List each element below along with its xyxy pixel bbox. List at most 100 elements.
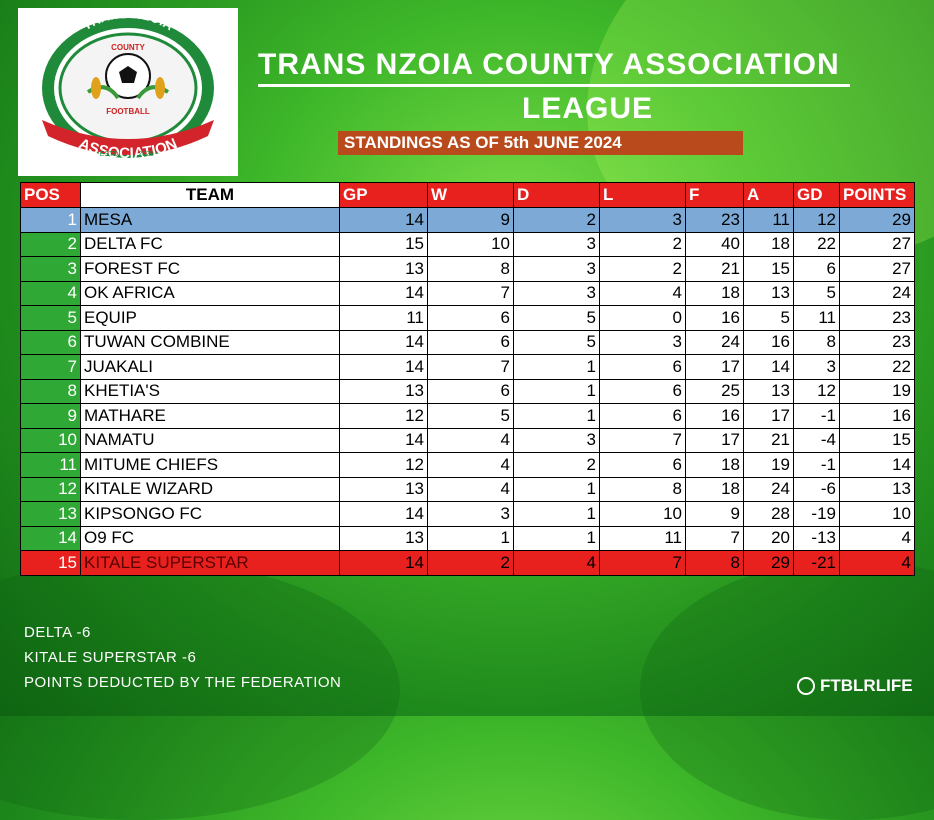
stat-cell: 8 bbox=[685, 550, 744, 576]
stat-cell: 10 bbox=[599, 501, 686, 527]
stat-cell: 13 bbox=[339, 378, 428, 404]
table-row: 2 DELTA FC 15 10 3 2 40 18 22 27 bbox=[20, 231, 915, 257]
position-cell: 12 bbox=[20, 476, 81, 502]
position-cell: 5 bbox=[20, 305, 81, 331]
stat-cell: -13 bbox=[793, 525, 840, 551]
position-cell: 8 bbox=[20, 378, 81, 404]
table-row: 9 MATHARE 12 5 1 6 16 17 -1 16 bbox=[20, 403, 915, 429]
page-title-line2: LEAGUE bbox=[522, 92, 654, 125]
stat-cell: -21 bbox=[793, 550, 840, 576]
position-cell: 1 bbox=[20, 207, 81, 233]
position-cell: 3 bbox=[20, 256, 81, 282]
stat-cell: 14 bbox=[339, 550, 428, 576]
stat-cell: 5 bbox=[743, 305, 794, 331]
logo-county-text: COUNTY bbox=[111, 43, 145, 52]
table-row: 12 KITALE WIZARD 13 4 1 8 18 24 -6 13 bbox=[20, 476, 915, 502]
logo-estd-text: ESTD. bbox=[100, 151, 121, 158]
stat-cell: 10 bbox=[427, 231, 514, 257]
stat-cell: 12 bbox=[339, 403, 428, 429]
stat-cell: 18 bbox=[685, 476, 744, 502]
stat-cell: 2 bbox=[427, 550, 514, 576]
team-name-cell: KIPSONGO FC bbox=[80, 501, 340, 527]
stat-cell: 13 bbox=[339, 256, 428, 282]
team-name-cell: OK AFRICA bbox=[80, 280, 340, 306]
stat-cell: 20 bbox=[743, 525, 794, 551]
table-header-row: POS TEAM GP W D L F A GD POINTS bbox=[20, 182, 915, 208]
position-cell: 2 bbox=[20, 231, 81, 257]
stat-cell: 6 bbox=[793, 256, 840, 282]
stat-cell: 18 bbox=[743, 231, 794, 257]
stat-cell: 6 bbox=[599, 378, 686, 404]
stat-cell: 3 bbox=[513, 231, 600, 257]
standings-body: 1 MESA 14 9 2 3 23 11 12 29 2 DELTA FC 15 10 3 2 40 18 22 2… bbox=[20, 207, 915, 576]
stat-cell: 4 bbox=[839, 525, 915, 551]
stat-cell: -4 bbox=[793, 427, 840, 453]
team-name-cell: KHETIA'S bbox=[80, 378, 340, 404]
stat-cell: 4 bbox=[599, 280, 686, 306]
stat-cell: 24 bbox=[743, 476, 794, 502]
stat-cell: 16 bbox=[743, 329, 794, 355]
team-name-cell: O9 FC bbox=[80, 525, 340, 551]
team-name-cell: MITUME CHIEFS bbox=[80, 452, 340, 478]
table-row: 10 NAMATU 14 4 3 7 17 21 -4 15 bbox=[20, 427, 915, 453]
stat-cell: -1 bbox=[793, 403, 840, 429]
stat-cell: 1 bbox=[513, 525, 600, 551]
stat-cell: 6 bbox=[427, 378, 514, 404]
stat-cell: 23 bbox=[839, 305, 915, 331]
stat-cell: 13 bbox=[743, 280, 794, 306]
table-row: 13 KIPSONGO FC 14 3 1 10 9 28 -19 10 bbox=[20, 501, 915, 527]
position-cell: 10 bbox=[20, 427, 81, 453]
stat-cell: 4 bbox=[513, 550, 600, 576]
stat-cell: 13 bbox=[743, 378, 794, 404]
stat-cell: 2 bbox=[513, 207, 600, 233]
column-header: TEAM bbox=[80, 182, 340, 208]
logo-emblem: TRANS NZOIA COUNTY FOOTBALL ASSOCIATION … bbox=[42, 8, 214, 162]
column-header: GD bbox=[793, 182, 840, 208]
stat-cell: 13 bbox=[339, 525, 428, 551]
stat-cell: 14 bbox=[339, 329, 428, 355]
stat-cell: 11 bbox=[743, 207, 794, 233]
page-title: TRANS NZOIA COUNTY ASSOCIATION bbox=[258, 48, 850, 87]
stat-cell: 16 bbox=[685, 305, 744, 331]
stat-cell: -6 bbox=[793, 476, 840, 502]
table-row: 3 FOREST FC 13 8 3 2 21 15 6 27 bbox=[20, 256, 915, 282]
stat-cell: 21 bbox=[743, 427, 794, 453]
table-row: 8 KHETIA'S 13 6 1 6 25 13 12 19 bbox=[20, 378, 915, 404]
stat-cell: 7 bbox=[685, 525, 744, 551]
stat-cell: 12 bbox=[793, 378, 840, 404]
stat-cell: 8 bbox=[427, 256, 514, 282]
stat-cell: 27 bbox=[839, 231, 915, 257]
column-header: F bbox=[685, 182, 744, 208]
stat-cell: 6 bbox=[427, 305, 514, 331]
table-row: 6 TUWAN COMBINE 14 6 5 3 24 16 8 23 bbox=[20, 329, 915, 355]
stat-cell: 4 bbox=[839, 550, 915, 576]
stat-cell: 19 bbox=[743, 452, 794, 478]
stat-cell: -19 bbox=[793, 501, 840, 527]
stat-cell: 3 bbox=[599, 329, 686, 355]
stat-cell: 7 bbox=[427, 354, 514, 380]
stat-cell: 6 bbox=[599, 452, 686, 478]
column-header: A bbox=[743, 182, 794, 208]
stat-cell: 11 bbox=[339, 305, 428, 331]
table-row: 7 JUAKALI 14 7 1 6 17 14 3 22 bbox=[20, 354, 915, 380]
position-cell: 13 bbox=[20, 501, 81, 527]
position-cell: 9 bbox=[20, 403, 81, 429]
stat-cell: 22 bbox=[839, 354, 915, 380]
stat-cell: 7 bbox=[599, 427, 686, 453]
team-name-cell: KITALE WIZARD bbox=[80, 476, 340, 502]
stat-cell: 14 bbox=[339, 427, 428, 453]
stat-cell: 3 bbox=[513, 427, 600, 453]
team-name-cell: TUWAN COMBINE bbox=[80, 329, 340, 355]
stat-cell: 18 bbox=[685, 280, 744, 306]
stat-cell: 17 bbox=[685, 354, 744, 380]
team-name-cell: FOREST FC bbox=[80, 256, 340, 282]
table-row: 5 EQUIP 11 6 5 0 16 5 11 23 bbox=[20, 305, 915, 331]
team-name-cell: KITALE SUPERSTAR bbox=[80, 550, 340, 576]
stat-cell: 4 bbox=[427, 427, 514, 453]
stat-cell: 9 bbox=[427, 207, 514, 233]
stat-cell: 29 bbox=[743, 550, 794, 576]
position-cell: 15 bbox=[20, 550, 81, 576]
stat-cell: 23 bbox=[685, 207, 744, 233]
stat-cell: 4 bbox=[427, 476, 514, 502]
position-cell: 11 bbox=[20, 452, 81, 478]
